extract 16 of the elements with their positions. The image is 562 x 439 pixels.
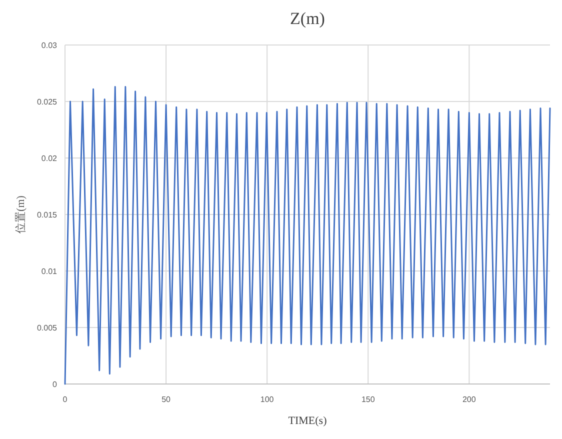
line-series xyxy=(64,86,551,385)
chart-title: Z(m) xyxy=(290,9,325,28)
y-tick-label: 0.01 xyxy=(41,267,58,276)
x-tick-label: 100 xyxy=(260,395,274,404)
y-tick-label: 0.005 xyxy=(36,324,58,332)
x-axis-title: TIME(s) xyxy=(288,415,328,427)
x-tick-label: 200 xyxy=(462,395,476,404)
y-tick-label: 0.015 xyxy=(36,210,58,220)
y-tick-label: 0.025 xyxy=(36,98,58,106)
y-axis-title: 位置(m) xyxy=(15,195,27,234)
y-tick-label: 0 xyxy=(52,380,58,389)
x-tick-label: 50 xyxy=(162,395,172,404)
y-tick-label: 0.03 xyxy=(41,41,58,50)
x-tick-label: 150 xyxy=(361,395,376,404)
x-tick-label: 0 xyxy=(62,395,68,404)
y-tick-label: 0.02 xyxy=(41,154,58,163)
